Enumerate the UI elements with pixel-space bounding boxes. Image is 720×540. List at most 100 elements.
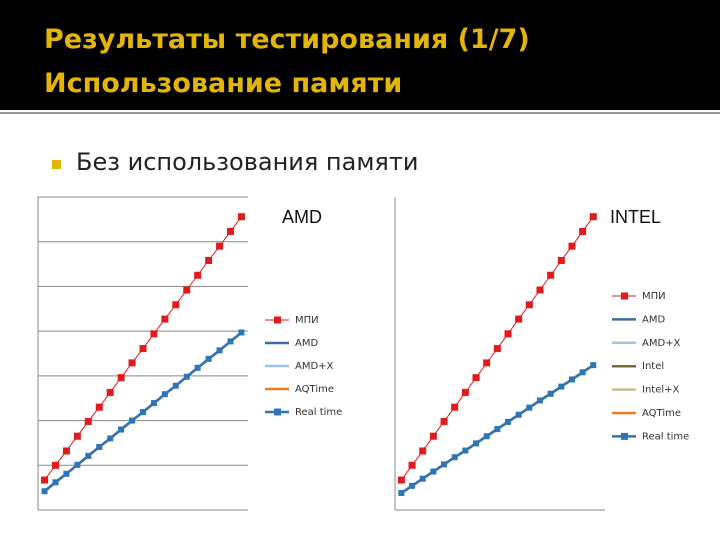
- marker: [504, 418, 511, 425]
- marker: [227, 338, 234, 345]
- marker: [461, 388, 469, 396]
- marker: [440, 417, 448, 425]
- marker: [525, 301, 533, 309]
- marker: [194, 364, 201, 371]
- marker: [579, 227, 587, 235]
- marker: [419, 475, 426, 482]
- marker: [139, 345, 147, 353]
- marker: [451, 403, 459, 411]
- marker: [547, 390, 554, 397]
- marker: [150, 330, 158, 338]
- legend-marker: [621, 432, 628, 440]
- marker: [128, 359, 136, 367]
- legend-label: AQTime: [642, 408, 681, 419]
- marker: [441, 461, 448, 468]
- legend-label: AMD: [642, 314, 665, 325]
- marker: [409, 482, 416, 489]
- marker: [451, 454, 458, 461]
- marker: [430, 468, 437, 475]
- marker: [84, 417, 92, 425]
- marker: [118, 426, 125, 433]
- marker: [107, 435, 114, 442]
- marker: [558, 383, 565, 390]
- legend-label: Intel+X: [642, 385, 680, 396]
- marker: [579, 369, 586, 376]
- marker: [536, 397, 543, 404]
- title-line: Использование памяти: [44, 68, 403, 99]
- marker: [483, 359, 491, 367]
- marker: [52, 461, 59, 469]
- marker: [590, 362, 597, 369]
- marker: [515, 315, 523, 323]
- marker: [493, 345, 501, 353]
- legend-label: AMD+X: [295, 361, 334, 372]
- legend-marker: [274, 408, 281, 416]
- marker: [183, 286, 191, 294]
- legend-marker: [274, 316, 281, 324]
- marker: [504, 330, 512, 338]
- marker: [129, 417, 136, 424]
- marker: [161, 391, 168, 398]
- legend-label: Real time: [642, 431, 689, 442]
- marker: [41, 488, 48, 495]
- marker: [494, 426, 501, 433]
- header: Результаты тестирования (1/7) Использова…: [0, 0, 720, 110]
- marker: [472, 374, 480, 382]
- marker: [238, 329, 245, 336]
- marker: [589, 213, 597, 221]
- marker: [95, 403, 103, 411]
- bullet-marker: [52, 160, 61, 169]
- legend-marker: [621, 292, 628, 300]
- marker: [515, 411, 522, 418]
- marker: [526, 404, 533, 411]
- marker: [547, 271, 555, 279]
- marker: [62, 447, 70, 455]
- marker: [205, 256, 213, 264]
- marker: [205, 355, 212, 362]
- marker: [74, 461, 81, 468]
- marker: [172, 301, 180, 309]
- marker: [398, 490, 405, 497]
- marker: [397, 476, 405, 484]
- marker: [63, 470, 70, 477]
- marker: [483, 433, 490, 440]
- marker: [568, 242, 576, 250]
- legend-label: AMD: [295, 338, 318, 349]
- marker: [557, 256, 565, 264]
- marker: [227, 227, 234, 235]
- chart-title: INTEL: [610, 207, 661, 227]
- marker: [419, 447, 427, 455]
- marker: [536, 286, 544, 294]
- marker: [73, 432, 81, 440]
- marker: [473, 440, 480, 447]
- marker: [429, 432, 437, 440]
- marker: [172, 382, 179, 389]
- chart-title: AMD: [282, 207, 322, 227]
- marker: [462, 447, 469, 454]
- marker: [150, 400, 157, 407]
- marker: [96, 443, 103, 450]
- bullet-text: Без использования памяти: [76, 148, 419, 176]
- legend-label: AQTime: [295, 384, 334, 395]
- marker: [183, 373, 190, 380]
- marker: [117, 374, 125, 382]
- legend-label: AMD+X: [642, 338, 681, 349]
- title-line: Результаты тестирования (1/7): [44, 24, 530, 55]
- marker: [52, 479, 59, 486]
- marker: [140, 409, 146, 416]
- legend-label: МПИ: [642, 291, 666, 302]
- marker: [41, 476, 49, 484]
- marker: [161, 315, 169, 323]
- legend-label: Intel: [642, 361, 664, 372]
- marker: [216, 242, 224, 250]
- marker: [408, 461, 416, 469]
- legend-label: МПИ: [295, 315, 319, 326]
- legend-label: Real time: [295, 407, 342, 418]
- marker: [194, 271, 202, 279]
- marker: [237, 213, 245, 221]
- marker: [106, 388, 114, 396]
- marker: [568, 376, 575, 383]
- divider: [0, 112, 720, 114]
